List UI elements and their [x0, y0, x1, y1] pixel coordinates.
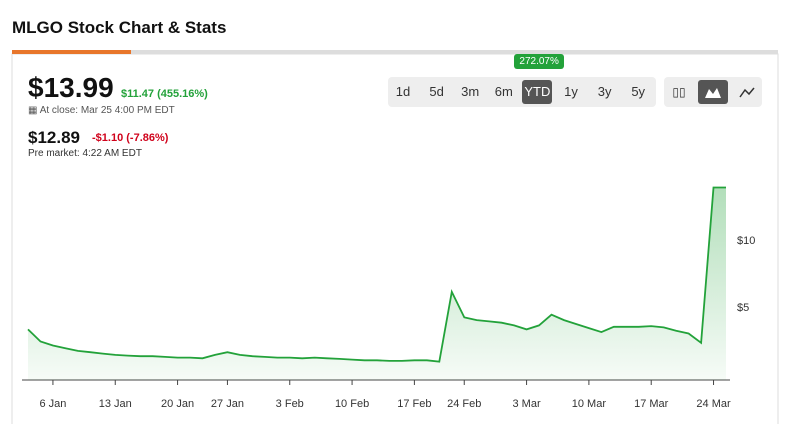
close-note-row: ▦ At close: Mar 25 4:00 PM EDT	[28, 105, 175, 116]
title: MLGO Stock Chart & Stats	[12, 18, 227, 37]
range-button[interactable]: 3y	[597, 84, 612, 99]
x-tick-label: 27 Jan	[211, 398, 244, 410]
line-icon	[739, 87, 755, 98]
y-tick-label: $10	[737, 235, 755, 247]
tab-track	[12, 50, 778, 54]
pre-note: Pre market: 4:22 AM EDT	[28, 148, 142, 159]
range-button[interactable]: 3m	[461, 84, 480, 99]
x-tick-label: 10 Feb	[335, 398, 369, 410]
chart-type-group: ▯▯	[664, 77, 762, 107]
range-button[interactable]: 1y	[564, 84, 578, 99]
range-button[interactable]: 6m	[494, 84, 513, 99]
x-tick-label: 17 Feb	[397, 398, 431, 410]
range-button[interactable]: YTD	[522, 80, 553, 104]
range-button[interactable]: 1d	[395, 84, 411, 99]
change: $11.47 (455.16%)	[121, 88, 208, 100]
range-button[interactable]: 5d	[429, 84, 444, 99]
line-button[interactable]	[732, 80, 762, 104]
area-icon	[705, 88, 721, 98]
x-tick-label: 24 Mar	[696, 398, 731, 410]
x-tick-label: 17 Mar	[634, 398, 669, 410]
range-group: 1d 5d 3m 6m YTD 1y 3y 5y	[388, 77, 656, 107]
close-note: At close: Mar 25 4:00 PM EDT	[39, 105, 175, 116]
ytd-badge: 272.07%	[514, 54, 564, 69]
x-tick-label: 3 Mar	[513, 398, 541, 410]
area-fill	[28, 187, 726, 380]
price: $13.99	[28, 72, 114, 103]
pre-change: -$1.10 (-7.86%)	[92, 132, 169, 144]
area-button[interactable]	[698, 80, 728, 104]
x-tick-label: 6 Jan	[39, 398, 66, 410]
x-tick-label: 20 Jan	[161, 398, 194, 410]
pre-price: $12.89	[28, 128, 80, 147]
y-tick-label: $5	[737, 302, 749, 314]
range-button[interactable]: 5y	[631, 84, 646, 99]
x-tick-label: 10 Mar	[572, 398, 607, 410]
x-tick-label: 24 Feb	[447, 398, 481, 410]
calendar-icon: ▦	[28, 105, 40, 116]
x-tick-label: 3 Feb	[276, 398, 304, 410]
tab-active	[12, 50, 131, 54]
x-tick-label: 13 Jan	[99, 398, 132, 410]
candle-button[interactable]: ▯▯	[672, 85, 686, 99]
price-line	[27, 186, 726, 363]
